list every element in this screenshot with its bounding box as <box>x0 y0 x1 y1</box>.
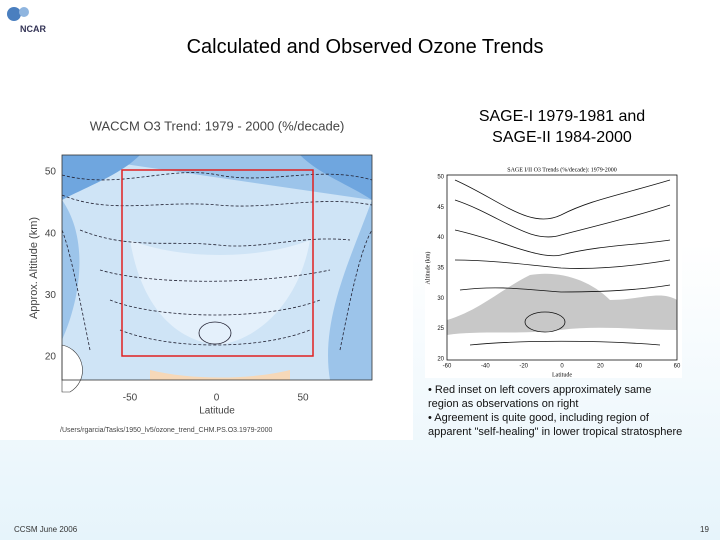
logo: NCAR <box>4 4 48 34</box>
red-inset <box>121 169 314 357</box>
contour <box>524 311 566 333</box>
contour-fill <box>150 370 290 380</box>
right-x-tick-label: 40 <box>635 364 642 370</box>
right-y-tick-label: 45 <box>437 205 444 211</box>
notes: • Red inset on left covers approximately… <box>428 383 683 439</box>
logo-text: NCAR <box>20 24 46 34</box>
right-y-tick-label: 35 <box>437 266 444 272</box>
right-y-tick-label: 20 <box>437 357 444 363</box>
shaded-region <box>447 273 677 335</box>
left-x-tick-label: 0 <box>214 393 220 404</box>
right-y-tick-label: 25 <box>437 326 444 332</box>
left-y-tick-label: 20 <box>45 352 57 363</box>
slide-title: Calculated and Observed Ozone Trends <box>186 36 544 58</box>
right-x-tick-label: -60 <box>443 364 452 370</box>
right-title: SAGE I/II O3 Trends (%/decade): 1979-200… <box>507 166 616 173</box>
left-title: WACCM O3 Trend: 1979 - 2000 (%/decade) <box>90 118 345 133</box>
right-panel <box>425 160 682 378</box>
note: • Agreement is quite good, including reg… <box>428 412 683 438</box>
left-y-tick-label: 40 <box>45 228 57 239</box>
footer-left: CCSM June 2006 <box>14 525 78 534</box>
right-y-tick-label: 30 <box>437 296 444 302</box>
right-heading: SAGE-I 1979-1981 and <box>479 108 645 125</box>
left-x-tick-label: -50 <box>123 393 138 404</box>
note: • Red inset on left covers approximately… <box>428 384 652 410</box>
contour <box>198 321 232 345</box>
right-heading: SAGE-II 1984-2000 <box>492 129 632 146</box>
right-contours <box>454 179 671 346</box>
right-axes-frame <box>446 174 678 361</box>
right-x-label: Latitude <box>552 372 572 378</box>
left-y-tick-label: 50 <box>45 167 57 178</box>
right-x-tick-label: -20 <box>519 364 528 370</box>
left-x-label: Latitude <box>199 406 235 417</box>
right-x-tick-label: 20 <box>597 364 604 370</box>
file-path: /Users/rgarcia/Tasks/1950_lv5/ozone_tren… <box>60 427 273 434</box>
left-y-tick-label: 30 <box>45 290 57 301</box>
contour-fill <box>130 240 310 345</box>
right-x-tick-label: -40 <box>481 364 490 370</box>
contour-fill <box>62 155 372 200</box>
right-y-label: Altitude (km) <box>424 252 431 285</box>
right-x-tick-label: 60 <box>674 364 681 370</box>
left-x-tick-label: 50 <box>297 393 309 404</box>
right-y-tick-label: 40 <box>437 235 444 241</box>
right-x-tick-label: 0 <box>560 364 564 370</box>
left-axes-frame <box>61 154 373 381</box>
footer-right: 19 <box>700 525 709 534</box>
right-y-tick-label: 50 <box>437 175 444 181</box>
left-y-label: Approx. Altitude (km) <box>28 217 40 319</box>
logo-icon <box>7 7 29 21</box>
